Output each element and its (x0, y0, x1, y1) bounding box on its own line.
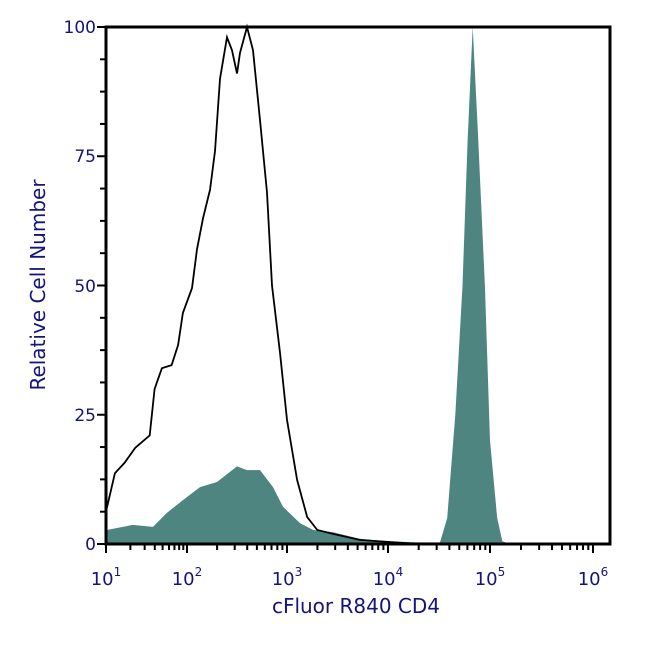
y-tick-label: 0 (85, 535, 96, 555)
x-tick-label: 103 (272, 565, 303, 590)
x-tick-label: 104 (373, 565, 404, 590)
x-tick-label: 105 (475, 565, 506, 590)
y-axis-title: Relative Cell Number (26, 179, 50, 391)
x-tick-label: 102 (172, 565, 203, 590)
x-tick-label: 101 (91, 565, 122, 590)
y-tick-label: 100 (64, 18, 96, 38)
control-histogram-line (105, 23, 420, 545)
y-tick-label: 25 (74, 406, 96, 426)
x-tick-label: 106 (578, 565, 609, 590)
stained-histogram-area (106, 27, 511, 544)
x-axis-title: cFluor R840 CD4 (272, 594, 440, 618)
plot-frame (104, 25, 612, 546)
y-tick-label: 50 (74, 277, 96, 297)
y-tick-label: 75 (74, 147, 96, 167)
